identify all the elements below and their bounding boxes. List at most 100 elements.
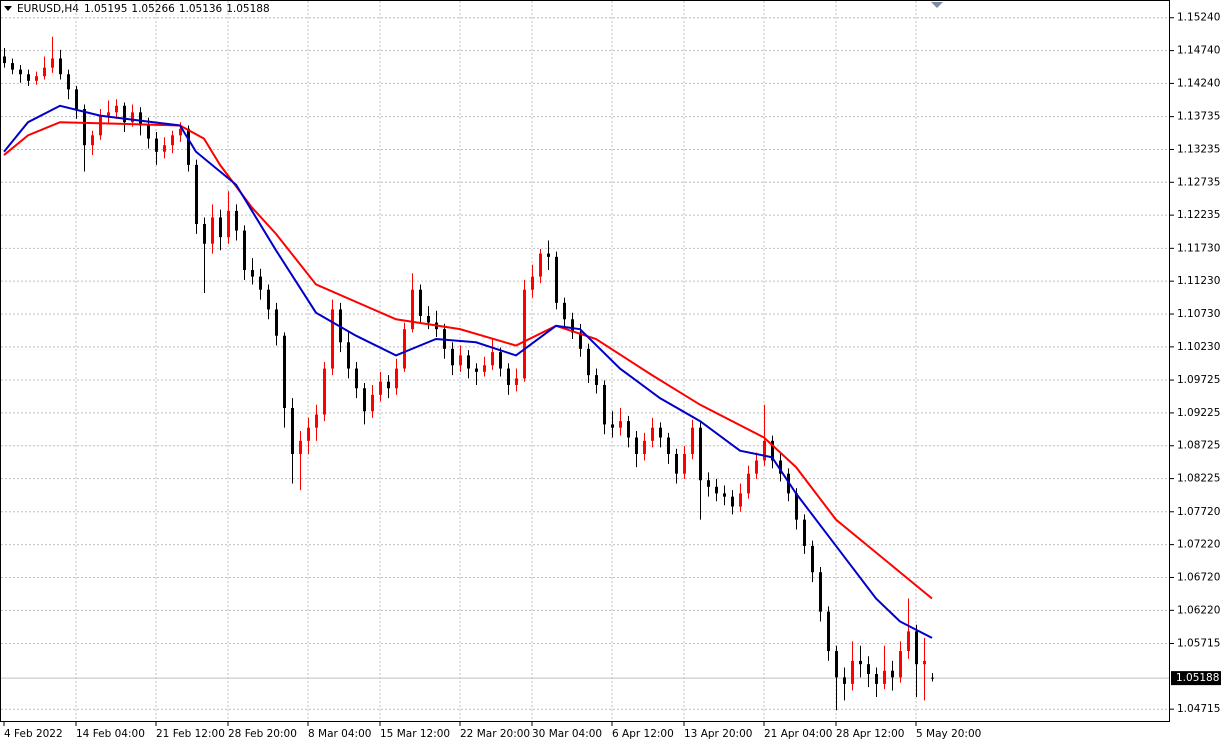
candle-body <box>283 335 286 408</box>
candle-body <box>451 348 454 366</box>
candle-body <box>523 289 526 379</box>
candle-body <box>571 319 574 333</box>
low-value: 1.05136 <box>179 3 223 15</box>
candle-body <box>363 388 366 412</box>
candle-body <box>643 440 646 454</box>
y-tick-label: 1.08225 <box>1177 473 1220 485</box>
candle-body <box>531 276 534 290</box>
x-tick-label: 28 Feb 20:00 <box>228 728 297 740</box>
candle-body <box>835 651 838 678</box>
candle-body <box>491 352 494 366</box>
candle-body <box>691 427 694 454</box>
candle-body <box>315 414 318 428</box>
candle-body <box>187 128 190 165</box>
y-tick-label: 1.11730 <box>1177 242 1220 254</box>
candle-body <box>627 421 630 438</box>
x-tick-label: 15 Mar 12:00 <box>380 728 450 740</box>
candle-body <box>507 368 510 385</box>
x-tick-label: 8 Mar 04:00 <box>308 728 371 740</box>
y-tick-label: 1.08725 <box>1177 440 1220 452</box>
candle-body <box>875 674 878 684</box>
candle-body <box>27 74 30 81</box>
candle-body <box>715 486 718 494</box>
chart-header: EURUSD,H4 1.05195 1.05266 1.05136 1.05188 <box>17 3 270 15</box>
candle-body <box>915 631 918 665</box>
y-tick-label: 1.14240 <box>1177 77 1220 89</box>
candle-body <box>555 256 558 303</box>
candle-body <box>795 493 798 520</box>
price-label-box <box>1171 671 1221 686</box>
candle-body <box>275 309 278 336</box>
candle-body <box>139 112 142 126</box>
y-tick-label: 1.05715 <box>1177 637 1220 649</box>
candle-body <box>99 115 102 136</box>
candle-body <box>243 230 246 271</box>
candle-body <box>387 381 390 389</box>
y-tick-label: 1.13235 <box>1177 143 1220 155</box>
candle-body <box>299 440 302 454</box>
y-tick-label: 1.09225 <box>1177 407 1220 419</box>
chart-shift-marker[interactable] <box>931 2 943 8</box>
candle-body <box>403 329 406 369</box>
candle-body <box>107 112 110 116</box>
candle-body <box>499 352 502 369</box>
candle-body <box>211 217 214 244</box>
candle-body <box>419 289 422 316</box>
y-tick-label: 1.10230 <box>1177 341 1220 353</box>
candle-body <box>651 427 654 441</box>
candle-body <box>675 453 678 474</box>
candle-body <box>731 496 734 507</box>
candle-body <box>467 355 470 369</box>
menu-arrow[interactable] <box>4 6 12 11</box>
candle-body <box>475 368 478 372</box>
y-tick-label: 1.07720 <box>1177 506 1220 518</box>
candle-body <box>883 670 886 684</box>
x-tick-label: 4 Feb 2022 <box>4 728 63 740</box>
candle-body <box>11 63 14 70</box>
candle-body <box>539 253 542 277</box>
candle-body <box>851 660 854 684</box>
x-tick-label: 14 Feb 04:00 <box>76 728 145 740</box>
candle-body <box>819 572 822 612</box>
candle-body <box>619 421 622 428</box>
candle-body <box>19 69 22 75</box>
x-tick-label: 21 Feb 12:00 <box>156 728 225 740</box>
candle-body <box>267 289 270 310</box>
candle-body <box>611 424 614 428</box>
x-tick-label: 6 Apr 12:00 <box>612 728 674 740</box>
candle-body <box>131 112 134 123</box>
plot-frame <box>0 0 1170 722</box>
candle-body <box>763 440 766 461</box>
candle-body <box>811 545 814 573</box>
candle-body <box>547 253 550 257</box>
x-tick-label: 30 Mar 04:00 <box>532 728 602 740</box>
candle-body <box>67 74 70 90</box>
candle-body <box>563 302 566 320</box>
candle-body <box>331 309 334 369</box>
candle-body <box>603 384 606 425</box>
candle-body <box>587 348 590 376</box>
candle-body <box>907 631 910 652</box>
candle-body <box>427 315 430 323</box>
candle-body <box>147 125 150 139</box>
candle-body <box>347 342 350 369</box>
candle-body <box>307 427 310 441</box>
candle-body <box>259 276 262 290</box>
candle-body <box>219 217 222 238</box>
candle-body <box>779 460 782 474</box>
candle-body <box>171 135 174 146</box>
candle-body <box>867 664 870 675</box>
candle-body <box>115 105 118 113</box>
candle-body <box>923 660 926 665</box>
candle-body <box>163 145 166 152</box>
price-label: 1.05188 <box>1176 672 1219 684</box>
candle-body <box>723 493 726 497</box>
candle-body <box>931 677 934 679</box>
moving-average <box>3 104 933 639</box>
candle-body <box>707 480 710 487</box>
candle-body <box>827 611 830 652</box>
candle-body <box>803 519 806 546</box>
candle-body <box>771 440 774 461</box>
candle-body <box>755 460 758 474</box>
